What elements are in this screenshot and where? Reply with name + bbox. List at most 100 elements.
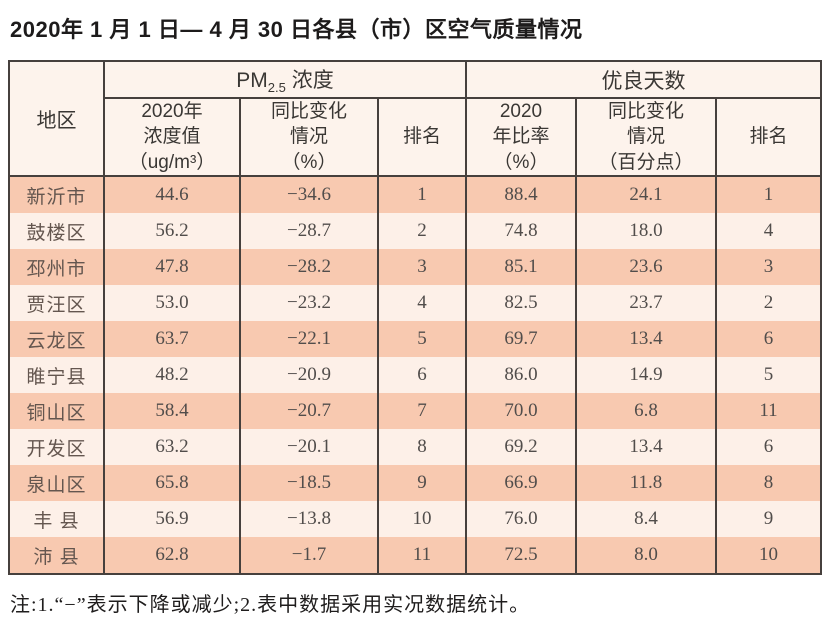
table-header: 地区 PM2.5 浓度 优良天数 2020年 浓度值 （ug/m³） 同比变化 … [8, 61, 823, 177]
pm25-label-suffix: 浓度 [285, 68, 334, 92]
cell-good-days-ratio: 88.4 [465, 176, 577, 213]
cell-good-days-rank: 2 [714, 285, 823, 321]
cell-region: 泉山区 [8, 465, 105, 501]
header-good-days-rank: 排名 [714, 98, 823, 177]
cell-pm25-value: 56.2 [103, 213, 241, 249]
cell-pm25-rank: 5 [377, 321, 467, 357]
cell-pm25-value: 44.6 [103, 176, 241, 213]
cell-good-days-rank: 4 [714, 213, 823, 249]
cell-good-days-change: 8.4 [575, 501, 717, 537]
cell-pm25-rank: 3 [377, 249, 467, 285]
table-row: 贾汪区 53.0 −23.2 4 82.5 23.7 2 [8, 285, 823, 321]
cell-good-days-change: 24.1 [575, 176, 717, 213]
cell-region: 睢宁县 [8, 357, 105, 393]
cell-good-days-rank: 6 [714, 429, 823, 465]
cell-good-days-change: 18.0 [575, 213, 717, 249]
cell-good-days-rank: 5 [714, 357, 823, 393]
cell-good-days-change: 8.0 [575, 537, 717, 574]
table-row: 鼓楼区 56.2 −28.7 2 74.8 18.0 4 [8, 213, 823, 249]
header-pm25-rank: 排名 [377, 98, 467, 177]
cell-pm25-value: 63.2 [103, 429, 241, 465]
page-title: 2020年 1 月 1 日— 4 月 30 日各县（市）区空气质量情况 [10, 17, 583, 42]
pm25-label-prefix: PM [236, 68, 268, 92]
air-quality-table: 地区 PM2.5 浓度 优良天数 2020年 浓度值 （ug/m³） 同比变化 … [8, 60, 823, 575]
cell-good-days-change: 23.7 [575, 285, 717, 321]
cell-pm25-change: −28.2 [239, 249, 379, 285]
pm25-subscript: 2.5 [267, 80, 286, 96]
header-good-days-change: 同比变化 情况 （百分点） [575, 98, 717, 177]
cell-region: 鼓楼区 [8, 213, 105, 249]
cell-good-days-rank: 10 [714, 537, 823, 574]
header-good-days-ratio: 2020 年比率 （%） [465, 98, 577, 177]
header-region: 地区 [8, 61, 105, 177]
cell-good-days-ratio: 69.7 [465, 321, 577, 357]
cell-pm25-rank: 4 [377, 285, 467, 321]
table-body: 新沂市 44.6 −34.6 1 88.4 24.1 1 鼓楼区 56.2 −2… [8, 176, 823, 574]
cell-pm25-rank: 6 [377, 357, 467, 393]
cell-good-days-ratio: 74.8 [465, 213, 577, 249]
cell-region: 铜山区 [8, 393, 105, 429]
cell-region: 贾汪区 [8, 285, 105, 321]
table-row: 铜山区 58.4 −20.7 7 70.0 6.8 11 [8, 393, 823, 429]
table-row: 新沂市 44.6 −34.6 1 88.4 24.1 1 [8, 176, 823, 213]
cell-good-days-rank: 8 [714, 465, 823, 501]
cell-good-days-change: 14.9 [575, 357, 717, 393]
cell-pm25-change: −1.7 [239, 537, 379, 574]
cell-pm25-value: 48.2 [103, 357, 241, 393]
cell-good-days-rank: 6 [714, 321, 823, 357]
cell-pm25-rank: 2 [377, 213, 467, 249]
cell-good-days-ratio: 70.0 [465, 393, 577, 429]
cell-pm25-rank: 1 [377, 176, 467, 213]
footnote: 注:1.“−”表示下降或减少;2.表中数据采用实况数据统计。 [10, 594, 531, 616]
table-row: 丰 县 56.9 −13.8 10 76.0 8.4 9 [8, 501, 823, 537]
cell-pm25-change: −20.1 [239, 429, 379, 465]
header-pm25-group: PM2.5 浓度 [103, 61, 467, 99]
cell-good-days-rank: 1 [714, 176, 823, 213]
cell-pm25-rank: 10 [377, 501, 467, 537]
cell-region: 新沂市 [8, 176, 105, 213]
cell-good-days-rank: 11 [714, 393, 823, 429]
cell-good-days-ratio: 85.1 [465, 249, 577, 285]
table-row: 云龙区 63.7 −22.1 5 69.7 13.4 6 [8, 321, 823, 357]
cell-pm25-rank: 7 [377, 393, 467, 429]
cell-region: 云龙区 [8, 321, 105, 357]
cell-good-days-ratio: 66.9 [465, 465, 577, 501]
cell-pm25-change: −28.7 [239, 213, 379, 249]
cell-region: 丰 县 [8, 501, 105, 537]
header-pm25-value: 2020年 浓度值 （ug/m³） [103, 98, 241, 177]
table-row: 开发区 63.2 −20.1 8 69.2 13.4 6 [8, 429, 823, 465]
cell-pm25-change: −18.5 [239, 465, 379, 501]
cell-pm25-value: 53.0 [103, 285, 241, 321]
header-pm25-change: 同比变化 情况 （%） [239, 98, 379, 177]
cell-good-days-change: 13.4 [575, 429, 717, 465]
table-row: 沛 县 62.8 −1.7 11 72.5 8.0 10 [8, 537, 823, 574]
table-row: 邳州市 47.8 −28.2 3 85.1 23.6 3 [8, 249, 823, 285]
cell-good-days-change: 6.8 [575, 393, 717, 429]
cell-pm25-change: −20.9 [239, 357, 379, 393]
cell-good-days-ratio: 76.0 [465, 501, 577, 537]
header-good-days-group: 优良天数 [464, 61, 823, 99]
table-row: 睢宁县 48.2 −20.9 6 86.0 14.9 5 [8, 357, 823, 393]
table-row: 泉山区 65.8 −18.5 9 66.9 11.8 8 [8, 465, 823, 501]
cell-pm25-rank: 9 [377, 465, 467, 501]
cell-pm25-value: 65.8 [103, 465, 241, 501]
cell-pm25-value: 58.4 [103, 393, 241, 429]
cell-good-days-ratio: 86.0 [465, 357, 577, 393]
cell-pm25-change: −34.6 [239, 176, 379, 213]
cell-good-days-ratio: 69.2 [465, 429, 577, 465]
cell-pm25-value: 47.8 [103, 249, 241, 285]
cell-pm25-change: −13.8 [239, 501, 379, 537]
cell-pm25-value: 56.9 [103, 501, 241, 537]
cell-pm25-change: −22.1 [239, 321, 379, 357]
cell-region: 邳州市 [8, 249, 105, 285]
header-sub-row: 2020年 浓度值 （ug/m³） 同比变化 情况 （%） 排名 2020 年比… [9, 98, 823, 177]
cell-good-days-ratio: 72.5 [465, 537, 577, 574]
cell-good-days-rank: 3 [714, 249, 823, 285]
cell-pm25-value: 63.7 [103, 321, 241, 357]
cell-pm25-rank: 8 [377, 429, 467, 465]
cell-good-days-change: 23.6 [575, 249, 717, 285]
cell-pm25-value: 62.8 [103, 537, 241, 574]
cell-good-days-change: 11.8 [575, 465, 717, 501]
cell-pm25-change: −20.7 [239, 393, 379, 429]
